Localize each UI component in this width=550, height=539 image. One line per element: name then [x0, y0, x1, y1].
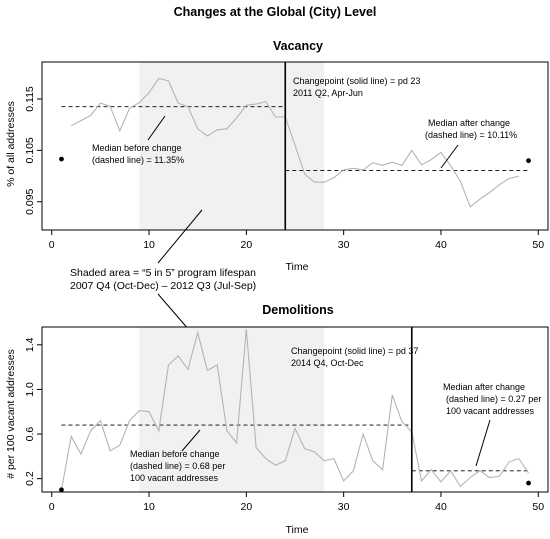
demolitions-x-tick-label: 10 — [143, 501, 155, 513]
vacancy-end-point — [526, 158, 531, 164]
vacancy-x-tick-label: 10 — [143, 239, 155, 251]
demolitions-y-tick-label: 1.0 — [24, 382, 36, 397]
shaded-area-callout-line-1: Shaded area = “5 in 5” program lifespan — [70, 267, 256, 279]
vacancy-y-tick-label: 0.095 — [24, 188, 36, 214]
demolitions-median-before-pointer — [181, 429, 201, 452]
vacancy-x-tick-label: 30 — [338, 239, 350, 251]
demolitions-title: Demolitions — [262, 303, 334, 317]
demolitions-y-axis: 0.2 0.6 1.0 1.4 — [24, 337, 42, 486]
vacancy-panel: Vacancy 0 10 20 30 40 50 0.095 0.105 0.115 Time… — [5, 39, 549, 273]
demolitions-median-after-pointer — [475, 419, 491, 467]
demolitions-median-before-label-2: (dashed line) = 0.68 per — [130, 461, 225, 471]
demolitions-x-axis-label: Time — [286, 524, 309, 536]
demolitions-x-tick-label: 50 — [532, 501, 544, 513]
vacancy-changepoint-label-1: Changepoint (solid line) = pd 23 — [293, 76, 420, 86]
demolitions-y-tick-label: 0.2 — [24, 471, 36, 486]
vacancy-start-point — [59, 156, 64, 162]
demolitions-median-after-label-1: Median after change — [443, 382, 525, 392]
callout-pointer-up — [157, 209, 203, 264]
demolitions-median-before-label-1: Median before change — [130, 449, 220, 459]
demolitions-median-after-label-2: (dashed line) = 0.27 per — [446, 394, 541, 404]
demolitions-x-tick-label: 30 — [338, 501, 350, 513]
demolitions-x-tick-label: 0 — [49, 501, 55, 513]
demolitions-series-line — [60, 329, 529, 490]
vacancy-y-axis-label: % of all addresses — [5, 101, 17, 187]
vacancy-median-before-label-1: Median before change — [92, 143, 182, 153]
vacancy-x-axis: 0 10 20 30 40 50 — [49, 230, 544, 251]
demolitions-panel: Demolitions 0 10 20 30 40 50 0.2 0.6 1.0 1.4 Tim… — [5, 303, 549, 536]
demolitions-start-point — [59, 487, 64, 493]
vacancy-x-tick-label: 0 — [49, 239, 55, 251]
demolitions-plot-frame — [41, 326, 549, 493]
demolitions-end-point — [526, 480, 531, 486]
vacancy-series-line — [70, 77, 519, 208]
vacancy-median-before-pointer — [147, 115, 166, 141]
vacancy-y-tick-label: 0.115 — [24, 86, 36, 112]
vacancy-changepoint-label-2: 2011 Q2, Apr-Jun — [293, 88, 363, 98]
demolitions-y-tick-label: 0.6 — [24, 427, 36, 442]
vacancy-median-after-label-2: (dashed line) = 10.11% — [425, 130, 517, 140]
vacancy-plot-frame — [41, 61, 549, 231]
vacancy-y-tick-label: 0.105 — [24, 137, 36, 163]
vacancy-x-tick-label: 20 — [241, 239, 253, 251]
demolitions-median-after-label-3: 100 vacant addresses — [446, 406, 535, 416]
vacancy-program-shaded-area — [139, 62, 325, 230]
demolitions-changepoint-label-1: Changepoint (solid line) = pd 37 — [291, 346, 418, 356]
demolitions-x-axis: 0 10 20 30 40 50 — [49, 492, 544, 513]
vacancy-x-tick-label: 50 — [532, 239, 544, 251]
shaded-area-callout-line-2: 2007 Q4 (Oct-Dec) – 2012 Q3 (Jul-Sep) — [70, 280, 256, 292]
vacancy-median-after-pointer — [440, 144, 459, 169]
vacancy-title: Vacancy — [273, 39, 323, 53]
page-title: Changes at the Global (City) Level — [174, 5, 377, 19]
demolitions-median-before-label-3: 100 vacant addresses — [130, 473, 219, 483]
demolitions-y-axis-label: # per 100 vacant addresses — [5, 349, 17, 479]
vacancy-x-tick-label: 40 — [435, 239, 447, 251]
vacancy-median-after-label-1: Median after change — [428, 118, 510, 128]
demolitions-x-tick-label: 20 — [241, 501, 253, 513]
vacancy-y-axis: 0.095 0.105 0.115 — [24, 86, 42, 215]
demolitions-program-shaded-area — [139, 327, 325, 492]
vacancy-median-before-label-2: (dashed line) = 11.35% — [92, 155, 184, 165]
demolitions-x-tick-label: 40 — [435, 501, 447, 513]
demolitions-y-tick-label: 1.4 — [24, 337, 36, 352]
vacancy-x-axis-label: Time — [286, 261, 309, 273]
demolitions-changepoint-label-2: 2014 Q4, Oct-Dec — [291, 358, 364, 368]
